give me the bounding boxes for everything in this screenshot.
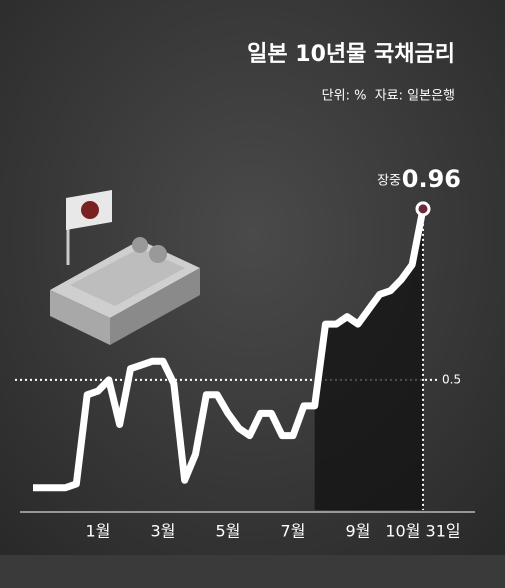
footer-band bbox=[0, 555, 505, 588]
x-tick-label: 9월 bbox=[346, 522, 371, 541]
page: 일본 10년물 국채금리 단위: % 자료: 일본은행 0.5 1월 3월 5월 7월 9… bbox=[0, 0, 505, 588]
chart-subtitle: 단위: % 자료: 일본은행 bbox=[322, 88, 455, 104]
x-tick-label: 3월 bbox=[151, 522, 176, 541]
x-tick-label: 7월 bbox=[281, 522, 306, 541]
x-tick-label: 1월 bbox=[86, 522, 111, 541]
x-tick-label: 5월 bbox=[216, 522, 241, 541]
end-marker bbox=[417, 203, 429, 215]
chart: 일본 10년물 국채금리 단위: % 자료: 일본은행 0.5 1월 3월 5월 7월 9… bbox=[0, 0, 505, 588]
x-tick-label: 10월 31일 bbox=[385, 522, 460, 541]
annotation: 장중 bbox=[377, 173, 401, 188]
chart-title: 일본 10년물 국채금리 bbox=[247, 42, 455, 67]
y-tick-label: 0.5 bbox=[442, 372, 461, 386]
value-label: 0.96 bbox=[402, 165, 461, 193]
